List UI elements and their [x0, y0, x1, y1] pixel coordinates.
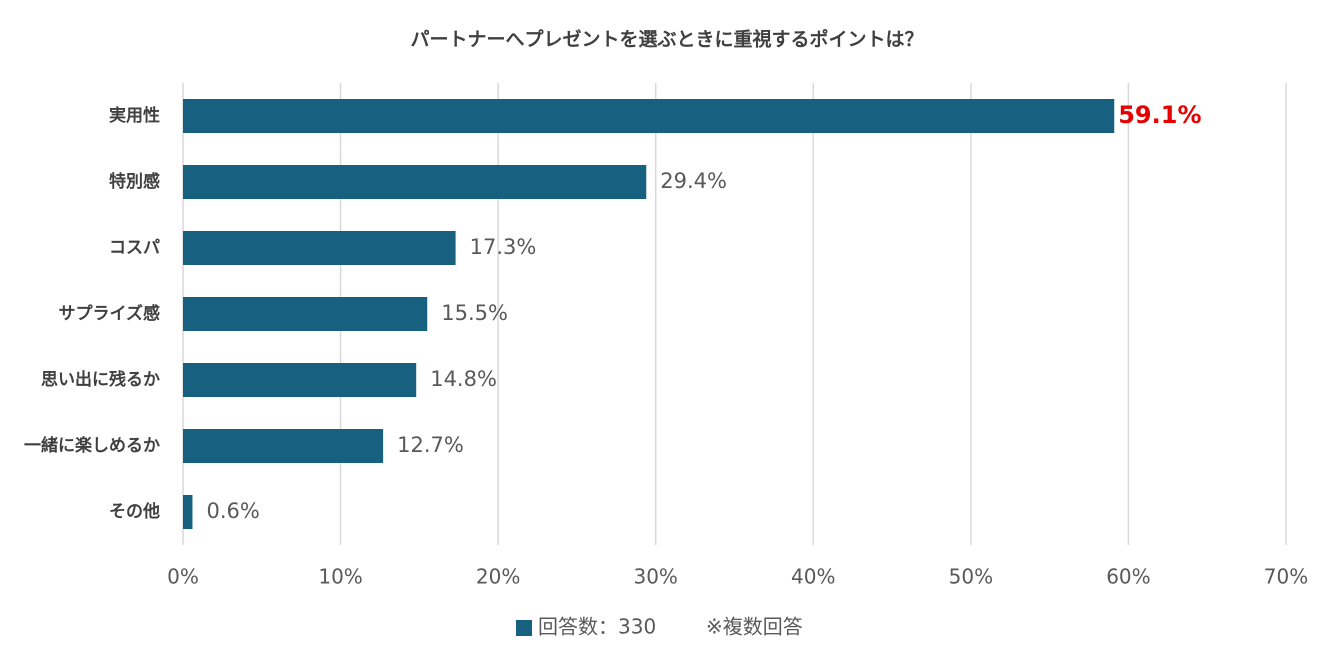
- x-tick-label: 70%: [1264, 565, 1308, 589]
- data-label: 12.7%: [397, 433, 464, 457]
- y-tick-label: サプライズ感: [59, 303, 161, 324]
- data-label: 14.8%: [430, 367, 497, 391]
- y-tick-label: 実用性: [109, 105, 160, 126]
- y-tick-label: 思い出に残るか: [41, 369, 160, 390]
- bar: [183, 231, 456, 265]
- note: ※複数回答: [706, 615, 803, 639]
- x-tick-label: 0%: [167, 565, 199, 589]
- data-label: 17.3%: [470, 235, 537, 259]
- bar: [183, 363, 417, 397]
- bar: [183, 495, 193, 529]
- y-tick-label: コスパ: [109, 238, 160, 258]
- data-label: 59.1%: [1118, 101, 1201, 129]
- legend-label: 回答数：330: [538, 615, 656, 639]
- bar: [183, 165, 647, 199]
- x-tick-label: 40%: [791, 565, 835, 589]
- y-tick-label: 一緒に楽しめるか: [24, 435, 160, 456]
- x-tick-label: 30%: [633, 565, 677, 589]
- bar: [183, 429, 384, 463]
- data-label: 29.4%: [660, 169, 727, 193]
- bar: [183, 297, 428, 331]
- chart-title: パートナーへプレゼントを選ぶときに重視するポイントは？: [410, 28, 923, 51]
- y-tick-label: 特別感: [109, 171, 160, 192]
- x-tick-label: 60%: [1106, 565, 1150, 589]
- data-label: 15.5%: [441, 301, 508, 325]
- x-tick-label: 10%: [318, 565, 362, 589]
- x-tick-label: 50%: [949, 565, 993, 589]
- legend-swatch: [516, 620, 532, 636]
- x-tick-label: 20%: [476, 565, 520, 589]
- data-label: 0.6%: [206, 499, 259, 523]
- y-tick-label: その他: [109, 501, 160, 522]
- bar: [183, 99, 1115, 133]
